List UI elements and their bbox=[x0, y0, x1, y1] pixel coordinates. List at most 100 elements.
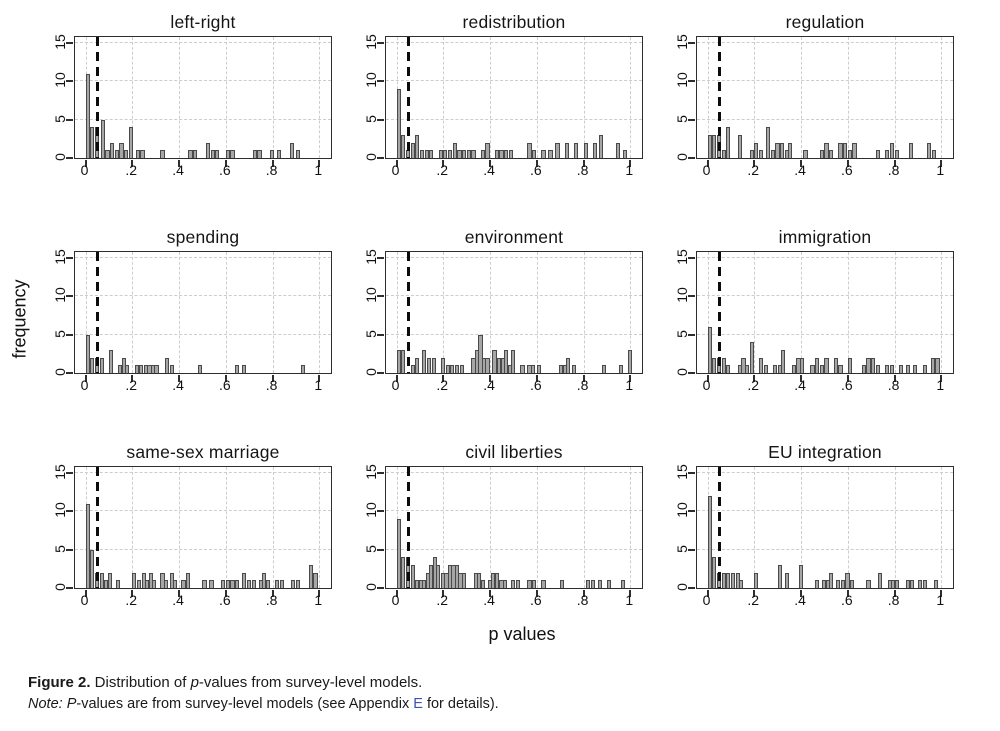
histogram-bar bbox=[295, 580, 301, 588]
plot-area bbox=[688, 466, 954, 597]
histogram-bar bbox=[784, 572, 789, 588]
histogram-bar bbox=[452, 142, 457, 158]
histogram-bar bbox=[181, 580, 186, 588]
histogram-bar bbox=[508, 150, 513, 158]
histogram-bar bbox=[459, 365, 464, 373]
x-tick-mark bbox=[582, 160, 585, 167]
y-tick-mark bbox=[377, 548, 384, 551]
x-tick-label: .8 bbox=[265, 592, 278, 608]
histogram-bar bbox=[852, 142, 857, 158]
gridline-horizontal bbox=[697, 295, 953, 297]
histogram-bar bbox=[737, 135, 743, 158]
plot-row: 0 5 10 15 bbox=[652, 34, 954, 167]
histogram-bar bbox=[443, 150, 448, 158]
histogram-bar bbox=[504, 350, 509, 373]
histogram-bar bbox=[221, 580, 226, 588]
histogram-bar bbox=[480, 580, 485, 588]
gridline-vertical bbox=[179, 467, 181, 588]
x-tick-label: 1 bbox=[936, 592, 945, 608]
y-tick-mark bbox=[66, 295, 73, 298]
histogram-bar bbox=[478, 334, 483, 373]
x-tick-label: 1 bbox=[936, 162, 945, 178]
y-tick-mark bbox=[377, 42, 384, 45]
histogram-bar bbox=[396, 89, 401, 158]
caption-text-2: -values from survey-level models. bbox=[198, 674, 423, 691]
gridline-horizontal bbox=[386, 472, 642, 474]
x-tick-mark bbox=[535, 375, 538, 382]
gridline-vertical bbox=[847, 467, 849, 588]
x-tick-label: .8 bbox=[887, 592, 900, 608]
histogram-panel: spending 0 5 10 15 0 .2 .4 .6 .8 1 bbox=[30, 225, 332, 396]
histogram-bar bbox=[560, 580, 565, 588]
histogram-bar bbox=[788, 142, 793, 158]
histogram-bar bbox=[931, 150, 937, 158]
gridline-vertical bbox=[319, 252, 321, 373]
panel-title: redistribution bbox=[462, 12, 566, 32]
x-tick-label: .4 bbox=[483, 377, 495, 393]
y-axis: 0 5 10 15 bbox=[30, 249, 74, 376]
x-tick-mark bbox=[846, 375, 849, 382]
histogram-bar bbox=[922, 365, 927, 373]
histogram-bar bbox=[777, 565, 782, 588]
y-tick-mark bbox=[66, 372, 73, 374]
gridline-vertical bbox=[179, 37, 181, 158]
gridline-vertical bbox=[225, 252, 227, 373]
histogram-bar bbox=[270, 150, 275, 158]
gridline-horizontal bbox=[75, 42, 331, 44]
histogram-bar bbox=[410, 142, 415, 158]
histogram-bar bbox=[85, 334, 90, 373]
plot-area bbox=[66, 251, 332, 382]
x-tick-label: .4 bbox=[172, 377, 184, 393]
gridline-vertical bbox=[225, 37, 227, 158]
x-tick-label: .8 bbox=[576, 377, 589, 393]
histogram-bar bbox=[85, 73, 90, 158]
histogram-panel: redistribution 0 5 10 15 0 .2 .4 .6 .8 1 bbox=[341, 10, 643, 181]
panel-title: spending bbox=[166, 227, 240, 247]
x-tick-label: .6 bbox=[529, 162, 542, 178]
histogram-bar bbox=[620, 580, 626, 588]
gridline-vertical bbox=[583, 252, 585, 373]
histogram-bar bbox=[205, 142, 211, 158]
x-tick-label: .2 bbox=[125, 162, 138, 178]
x-tick-label: .4 bbox=[794, 592, 806, 608]
histogram-bar bbox=[726, 572, 731, 588]
appendix-e-link[interactable]: E bbox=[413, 695, 423, 712]
histogram-bar bbox=[291, 580, 296, 588]
gridline-vertical bbox=[132, 252, 134, 373]
y-axis: 0 5 10 15 bbox=[652, 34, 696, 161]
plot-area bbox=[66, 36, 332, 167]
histogram-bar bbox=[590, 580, 595, 588]
histogram-bar bbox=[242, 365, 247, 373]
histogram-bar bbox=[571, 365, 577, 373]
gridline-horizontal bbox=[386, 295, 642, 297]
histogram-bar bbox=[115, 580, 121, 588]
x-tick-label: 0 bbox=[391, 162, 400, 178]
x-tick-mark bbox=[395, 590, 398, 597]
x-tick-label: .8 bbox=[887, 377, 900, 393]
histogram-bar bbox=[815, 580, 820, 588]
histogram-bar bbox=[922, 580, 927, 588]
plot-row: 0 5 10 15 bbox=[652, 464, 954, 597]
y-tick-mark bbox=[377, 118, 384, 121]
caption-figure-label: Figure 2. bbox=[28, 674, 91, 691]
histogram-bar bbox=[749, 150, 754, 158]
significance-dashed-line bbox=[95, 467, 99, 588]
histogram-bar bbox=[454, 365, 460, 373]
panel-title: civil liberties bbox=[465, 442, 563, 462]
histogram-bar bbox=[257, 150, 262, 158]
histogram-bar bbox=[485, 357, 490, 373]
histogram-bar bbox=[169, 365, 174, 373]
histogram-panel: regulation 0 5 10 15 0 .2 .4 .6 .8 1 bbox=[652, 10, 954, 181]
plot-area bbox=[377, 251, 643, 382]
gridline-vertical bbox=[443, 467, 445, 588]
significance-dashed-line bbox=[406, 252, 410, 373]
x-tick-label: .6 bbox=[529, 592, 542, 608]
histogram-bar bbox=[527, 580, 532, 588]
y-tick-mark bbox=[688, 80, 695, 83]
x-tick-mark bbox=[753, 590, 756, 597]
y-tick-mark bbox=[688, 257, 695, 260]
x-tick-label: .6 bbox=[840, 592, 853, 608]
x-tick-mark bbox=[893, 590, 896, 597]
histogram-bar bbox=[445, 365, 450, 373]
y-tick-mark bbox=[66, 80, 73, 83]
